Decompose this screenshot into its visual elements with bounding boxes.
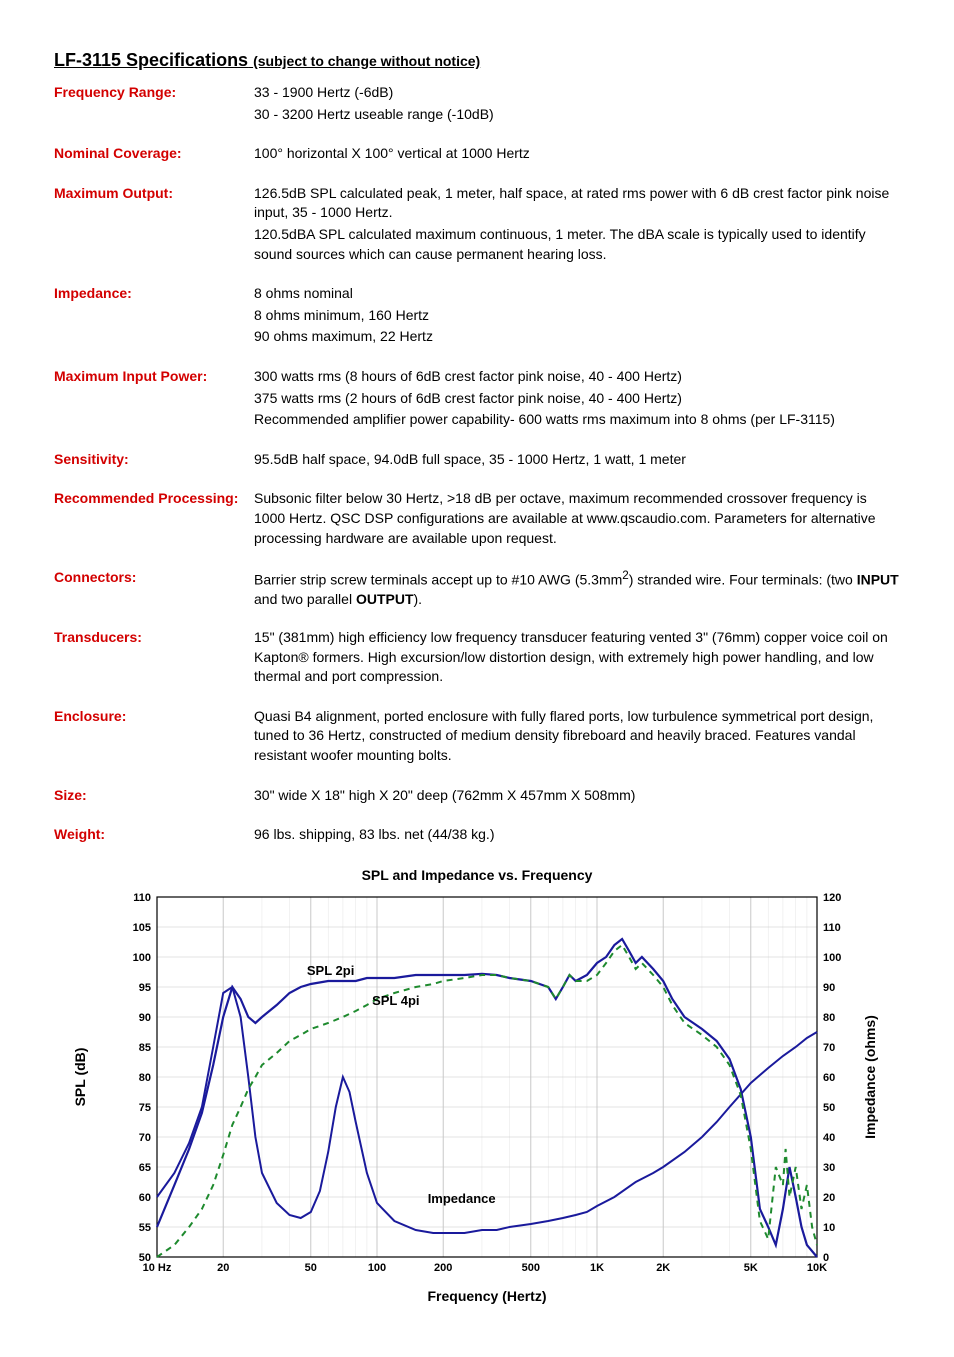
spec-value: 300 watts rms (8 hours of 6dB crest fact… [254,367,900,432]
svg-text:60: 60 [139,1192,151,1204]
svg-text:80: 80 [139,1072,151,1084]
svg-text:55: 55 [139,1222,151,1234]
spec-label: Nominal Coverage: [54,144,254,166]
spec-row: Weight:96 lbs. shipping, 83 lbs. net (44… [54,825,900,847]
spec-label: Maximum Output: [54,184,254,266]
spec-value: 33 - 1900 Hertz (-6dB)30 - 3200 Hertz us… [254,83,900,126]
spec-row: Nominal Coverage:100° horizontal X 100° … [54,144,900,166]
chart-container: 10 Hz20501002005001K2K5K10K5055606570758… [54,887,900,1307]
svg-text:70: 70 [823,1042,835,1054]
svg-text:5K: 5K [744,1262,758,1274]
spec-label: Transducers: [54,628,254,689]
svg-text:50: 50 [139,1252,151,1264]
spec-row: Recommended Processing:Subsonic filter b… [54,489,900,550]
spec-row: Enclosure:Quasi B4 alignment, ported enc… [54,707,900,768]
svg-text:65: 65 [139,1162,151,1174]
svg-text:Frequency (Hertz): Frequency (Hertz) [427,1288,546,1304]
spl-impedance-chart: 10 Hz20501002005001K2K5K10K5055606570758… [67,887,887,1307]
spec-value: 8 ohms nominal8 ohms minimum, 160 Hertz9… [254,284,900,349]
svg-text:50: 50 [305,1262,317,1274]
spec-label: Maximum Input Power: [54,367,254,432]
svg-text:70: 70 [139,1132,151,1144]
spec-row: Impedance:8 ohms nominal8 ohms minimum, … [54,284,900,349]
svg-text:500: 500 [522,1262,540,1274]
svg-text:100: 100 [368,1262,386,1274]
svg-text:110: 110 [823,922,841,934]
chart-title: SPL and Impedance vs. Frequency [54,867,900,883]
svg-text:1K: 1K [590,1262,604,1274]
title-main: LF-3115 Specifications [54,50,248,70]
svg-text:2K: 2K [656,1262,670,1274]
spec-label: Sensitivity: [54,450,254,472]
spec-row: Maximum Input Power:300 watts rms (8 hou… [54,367,900,432]
spec-row: Transducers:15" (381mm) high efficiency … [54,628,900,689]
spec-row: Connectors:Barrier strip screw terminals… [54,568,900,610]
title-sub: (subject to change without notice) [253,53,480,69]
spec-row: Sensitivity:95.5dB half space, 94.0dB fu… [54,450,900,472]
svg-text:110: 110 [133,892,151,904]
spec-value: Subsonic filter below 30 Hertz, >18 dB p… [254,489,900,550]
page-title: LF-3115 Specifications (subject to chang… [54,50,900,71]
svg-text:120: 120 [823,892,841,904]
svg-text:SPL 2pi: SPL 2pi [307,963,354,978]
spec-table: Frequency Range:33 - 1900 Hertz (-6dB)30… [54,83,900,847]
spec-value: 15" (381mm) high efficiency low frequenc… [254,628,900,689]
svg-text:20: 20 [217,1262,229,1274]
svg-text:200: 200 [434,1262,452,1274]
spec-value: 96 lbs. shipping, 83 lbs. net (44/38 kg.… [254,825,900,847]
svg-text:50: 50 [823,1102,835,1114]
spec-value: Quasi B4 alignment, ported enclosure wit… [254,707,900,768]
spec-row: Size:30" wide X 18" high X 20" deep (762… [54,786,900,808]
spec-value: 100° horizontal X 100° vertical at 1000 … [254,144,900,166]
svg-text:85: 85 [139,1042,151,1054]
svg-text:Impedance: Impedance [428,1191,496,1206]
svg-text:90: 90 [139,1012,151,1024]
spec-value: 95.5dB half space, 94.0dB full space, 35… [254,450,900,472]
spec-row: Maximum Output:126.5dB SPL calculated pe… [54,184,900,266]
svg-text:0: 0 [823,1252,829,1264]
spec-value: Barrier strip screw terminals accept up … [254,568,900,610]
svg-text:80: 80 [823,1012,835,1024]
spec-label: Size: [54,786,254,808]
svg-text:100: 100 [823,952,841,964]
svg-text:20: 20 [823,1192,835,1204]
spec-label: Impedance: [54,284,254,349]
svg-text:Impedance (ohms): Impedance (ohms) [862,1015,878,1139]
svg-text:90: 90 [823,982,835,994]
spec-label: Recommended Processing: [54,489,254,550]
spec-value: 126.5dB SPL calculated peak, 1 meter, ha… [254,184,900,266]
spec-value: 30" wide X 18" high X 20" deep (762mm X … [254,786,900,808]
svg-text:10: 10 [823,1222,835,1234]
spec-row: Frequency Range:33 - 1900 Hertz (-6dB)30… [54,83,900,126]
svg-text:105: 105 [133,922,151,934]
svg-text:SPL (dB): SPL (dB) [72,1047,88,1106]
svg-text:100: 100 [133,952,151,964]
svg-text:75: 75 [139,1102,151,1114]
svg-text:95: 95 [139,982,151,994]
spec-label: Connectors: [54,568,254,610]
svg-text:60: 60 [823,1072,835,1084]
spec-label: Weight: [54,825,254,847]
svg-text:30: 30 [823,1162,835,1174]
spec-label: Frequency Range: [54,83,254,126]
spec-label: Enclosure: [54,707,254,768]
svg-text:40: 40 [823,1132,835,1144]
svg-text:SPL 4pi: SPL 4pi [372,993,419,1008]
